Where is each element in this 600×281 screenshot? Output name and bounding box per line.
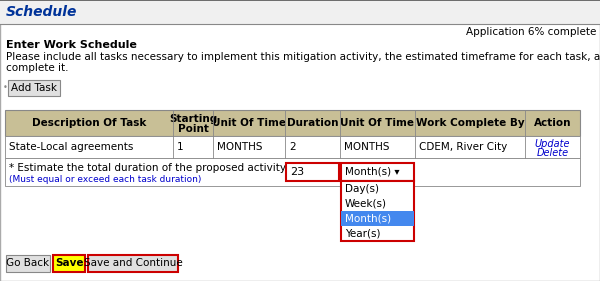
Text: Action: Action [534,118,571,128]
Text: Day(s): Day(s) [345,183,379,194]
Text: Month(s) ▾: Month(s) ▾ [345,167,400,177]
Text: MONTHS: MONTHS [344,142,389,152]
Text: •: • [3,83,8,92]
Bar [5,110,580,136]
Text: Save and Continue: Save and Continue [83,259,182,269]
Bar [341,211,414,226]
Text: 1: 1 [177,142,184,152]
Text: Duration: Duration [287,118,338,128]
Text: Add Task: Add Task [11,83,57,93]
Text: 23: 23 [290,167,304,177]
Bar [341,163,414,181]
Bar [5,158,580,186]
Text: Save: Save [55,259,83,269]
Text: Enter Work Schedule: Enter Work Schedule [6,40,137,50]
Text: Point: Point [178,124,208,134]
Bar [5,136,580,158]
Text: Work Complete By: Work Complete By [416,118,524,128]
Text: Year(s): Year(s) [345,228,380,239]
Bar [286,163,339,181]
Bar [341,181,414,241]
Bar [8,80,60,96]
Text: Application 6% complete: Application 6% complete [466,27,596,37]
Bar [6,255,50,272]
Text: * Estimate the total duration of the proposed activity:: * Estimate the total duration of the pro… [9,163,289,173]
Bar [53,255,85,272]
Text: Description Of Task: Description Of Task [32,118,146,128]
Bar [88,255,178,272]
Text: State-Local agreements: State-Local agreements [9,142,133,152]
Text: Go Back: Go Back [7,259,50,269]
Text: 2: 2 [289,142,296,152]
Text: Unit Of Time: Unit Of Time [212,118,286,128]
Text: Month(s): Month(s) [345,214,391,223]
Text: Schedule: Schedule [6,5,77,19]
Text: Delete: Delete [536,148,569,158]
Text: Please include all tasks necessary to implement this mitigation activity, the es: Please include all tasks necessary to im… [6,52,600,62]
Bar [0,0,600,24]
Text: (Must equal or exceed each task duration): (Must equal or exceed each task duration… [9,175,202,183]
Text: Unit Of Time: Unit Of Time [341,118,415,128]
Text: CDEM, River City: CDEM, River City [419,142,507,152]
Text: Starting: Starting [169,114,217,124]
Text: Update: Update [535,139,570,149]
Text: MONTHS: MONTHS [217,142,263,152]
Text: Week(s): Week(s) [345,198,387,209]
Text: complete it.: complete it. [6,63,68,73]
